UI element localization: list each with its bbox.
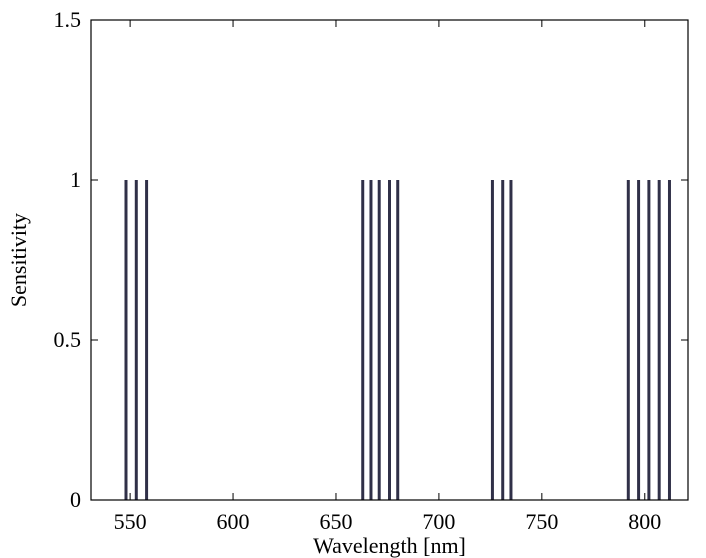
x-tick-label: 700 (422, 509, 455, 534)
y-tick-label: 0.5 (54, 327, 82, 352)
y-tick-label: 1 (70, 167, 81, 192)
x-tick-label: 550 (114, 509, 147, 534)
y-axis-label: Sensitivity (6, 213, 31, 307)
x-tick-label: 600 (217, 509, 250, 534)
x-axis-label: Wavelength [nm] (313, 533, 466, 558)
x-tick-label: 650 (319, 509, 352, 534)
x-tick-label: 800 (628, 509, 661, 534)
tick-group: 550 600 650 700 750 800 0 0.5 1 1.5 (54, 7, 688, 534)
y-tick-label: 0 (70, 487, 81, 512)
plot-frame (90, 19, 689, 501)
bar-group (124, 180, 671, 500)
y-tick-label: 1.5 (54, 7, 82, 32)
x-tick-label: 750 (525, 509, 558, 534)
